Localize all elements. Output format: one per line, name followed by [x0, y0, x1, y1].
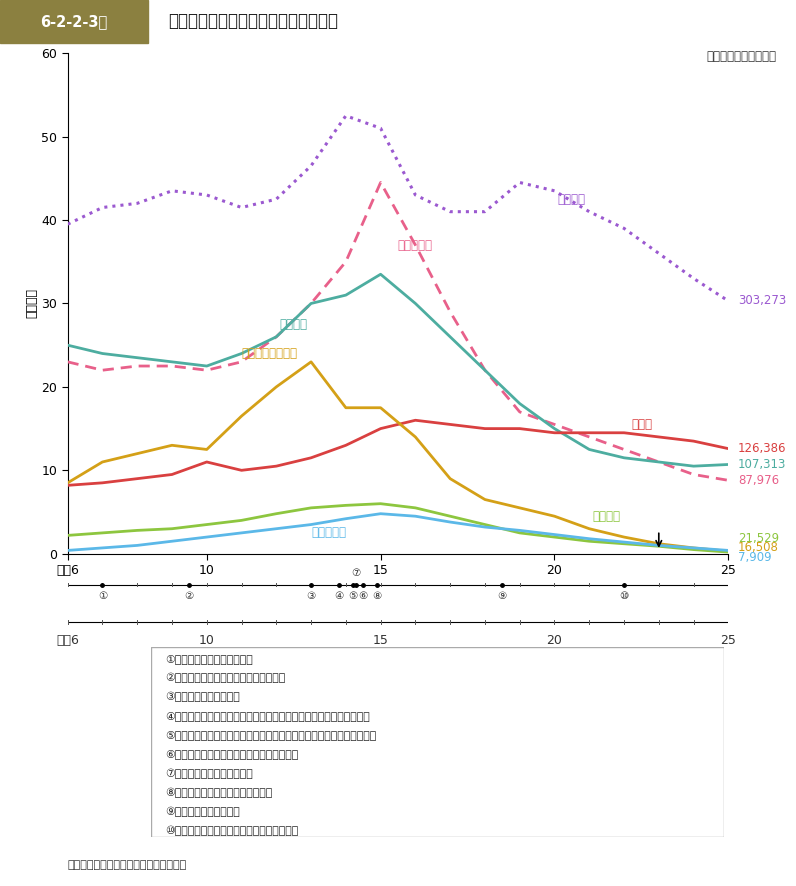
Text: 車上ねらい: 車上ねらい [398, 238, 433, 252]
Text: ①: ① [98, 591, 107, 602]
Text: ④: ④ [334, 591, 344, 602]
Y-axis label: （万件）: （万件） [25, 289, 38, 318]
Text: 126,386: 126,386 [738, 442, 786, 455]
Text: ⑧: ⑧ [373, 591, 382, 602]
Text: 20: 20 [547, 633, 563, 647]
Text: 87,976: 87,976 [738, 474, 779, 486]
Text: ⑨: ⑨ [498, 591, 507, 602]
Text: ②: ② [185, 591, 194, 602]
Text: 万引き: 万引き [631, 418, 652, 431]
Text: ⑧　特殊開鎖用具所持禁止法の施行: ⑧ 特殊開鎖用具所持禁止法の施行 [166, 788, 273, 797]
Bar [0, 0, 148, 43]
Text: ⑨　窃盗罪に罰金刑導入: ⑨ 窃盗罪に罰金刑導入 [166, 806, 240, 817]
Text: ⑦　犯罪対策阁僚会議の設置: ⑦ 犯罪対策阁僚会議の設置 [166, 768, 253, 779]
Text: （平成６年～２５年）: （平成６年～２５年） [706, 50, 776, 63]
Text: 303,273: 303,273 [738, 294, 786, 307]
Text: 16,508: 16,508 [738, 541, 779, 555]
Text: 注　認知件数は、警察庁の統計による。: 注 認知件数は、警察庁の統計による。 [68, 860, 187, 870]
Text: ⑥　街頭犯罪・侵入犯罪抑止総合対策の推進: ⑥ 街頭犯罪・侵入犯罪抑止総合対策の推進 [166, 750, 298, 759]
Text: 25: 25 [720, 633, 736, 647]
Text: ③: ③ [306, 591, 316, 602]
Text: ⑥: ⑥ [359, 591, 368, 602]
Text: ⑦: ⑦ [352, 568, 361, 578]
Text: 自動車盗: 自動車盗 [593, 509, 621, 523]
Text: 21,529: 21,529 [738, 532, 779, 545]
Text: ④　自動車盗難等の防止に関する官民合同プロジェクトチームの設置: ④ 自動車盗難等の防止に関する官民合同プロジェクトチームの設置 [166, 711, 370, 721]
Text: 107,313: 107,313 [738, 458, 786, 471]
Text: 侵入窃盗: 侵入窃盗 [279, 318, 308, 330]
Text: ⑩: ⑩ [619, 591, 629, 602]
Text: 認知件数の推移と各種施策の実施時期: 認知件数の推移と各種施策の実施時期 [168, 12, 338, 30]
Text: ②　自動販売機の堅牢化技術基準の制定: ② 自動販売機の堅牢化技術基準の制定 [166, 673, 286, 683]
Text: 10: 10 [199, 633, 215, 647]
Text: ひったくり: ひったくり [311, 526, 346, 540]
Text: 平成6: 平成6 [57, 633, 79, 647]
Text: 15: 15 [373, 633, 388, 647]
Text: ⑤　防犯性能の高い建物部品の開発・普及に関する官民合同会議の設置: ⑤ 防犯性能の高い建物部品の開発・普及に関する官民合同会議の設置 [166, 730, 377, 741]
Text: 自転車盗: 自転車盗 [558, 192, 586, 206]
Text: 自動販売機ねらい: 自動販売機ねらい [241, 347, 298, 360]
Text: ③　新五百円硬貨の発行: ③ 新五百円硬貨の発行 [166, 692, 240, 703]
Text: ⑤: ⑤ [348, 591, 357, 602]
Text: ⑩　万引き防止に向けた総合的な対策の強化: ⑩ 万引き防止に向けた総合的な対策の強化 [166, 826, 298, 835]
Text: 6-2-2-3図: 6-2-2-3図 [41, 14, 107, 28]
Text: 7,909: 7,909 [738, 551, 771, 564]
Text: ①　自転車防犯登録の義務化: ① 自転車防犯登録の義務化 [166, 654, 253, 664]
